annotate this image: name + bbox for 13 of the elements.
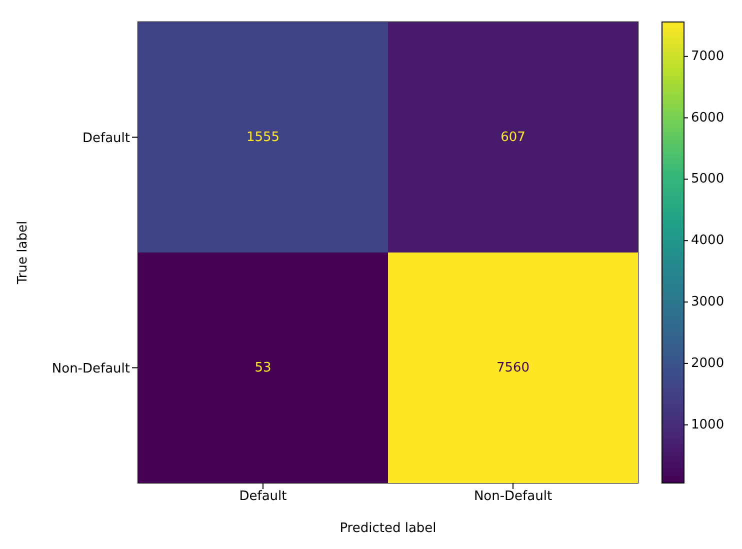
- data-label: 1555: [246, 130, 280, 145]
- color-bar-label: 7000: [691, 48, 724, 64]
- color-bar-label: 1000: [691, 417, 724, 432]
- color-bar-label: 2000: [691, 356, 724, 371]
- data-label: 7560: [496, 360, 530, 376]
- color-bar-label: 6000: [691, 110, 724, 126]
- color-bar-label: 3000: [691, 294, 724, 310]
- color-bar-label: 4000: [691, 233, 724, 248]
- color-bar-label: 5000: [691, 172, 724, 187]
- x-axis-title: Predicted label: [340, 521, 436, 536]
- y-axis-title: True label: [16, 220, 31, 286]
- data-label: 607: [500, 130, 526, 145]
- data-label: 53: [254, 360, 272, 376]
